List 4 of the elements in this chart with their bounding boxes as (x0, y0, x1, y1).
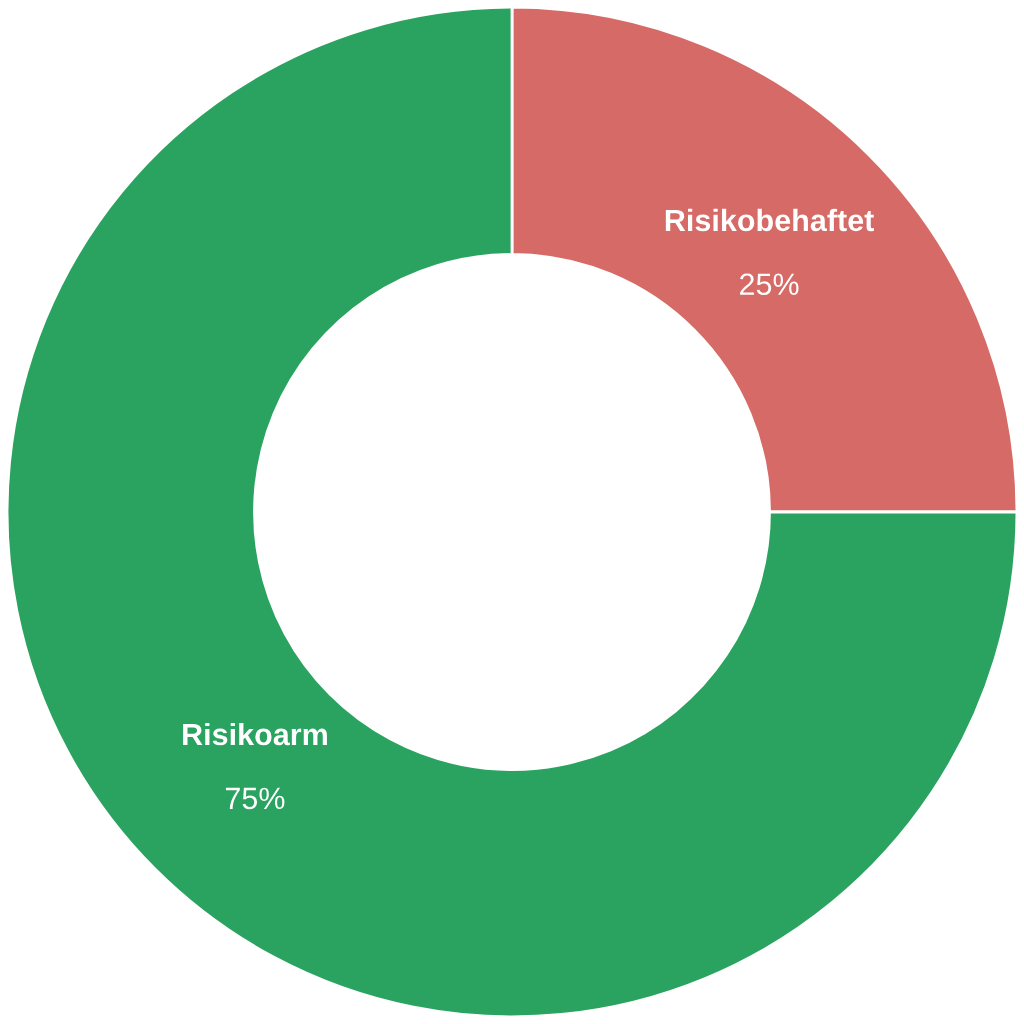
data-label: 25% (740, 273, 799, 296)
slice-label: Risikoarm (183, 722, 327, 746)
data-label: 75% (225, 787, 285, 810)
slice-label: Risikobehaftet (665, 208, 874, 232)
